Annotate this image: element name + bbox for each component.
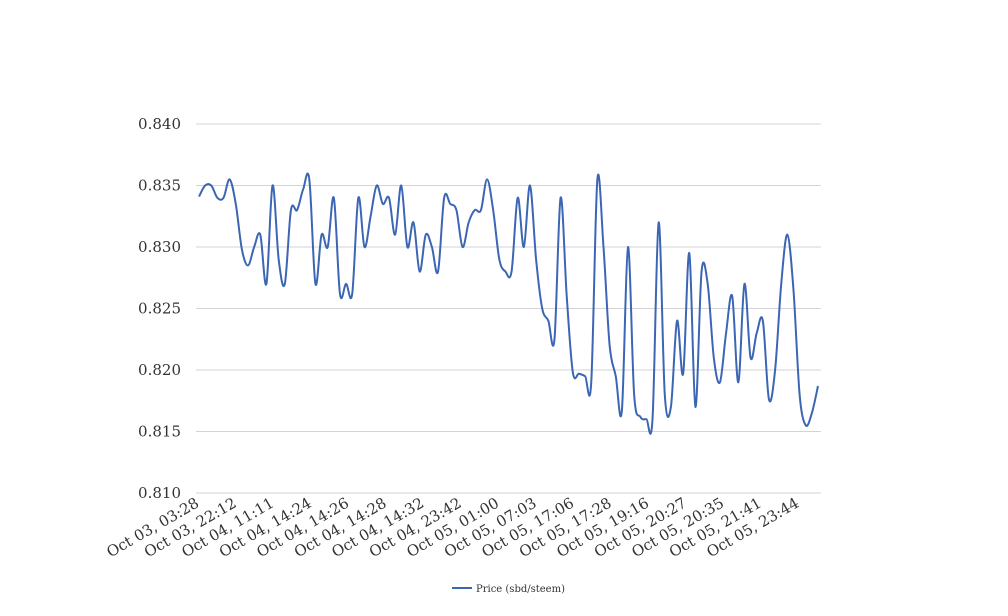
y-tick-label: 0.820: [138, 361, 181, 379]
series-line-price: [198, 172, 819, 435]
legend: Price (sbd/steem): [452, 584, 565, 595]
gridlines: [196, 123, 821, 494]
legend-label-price: Price (sbd/steem): [476, 584, 565, 595]
y-tick-label: 0.840: [138, 115, 181, 133]
y-axis-ticks: 0.810 0.815 0.820 0.825 0.830 0.835 0.840: [138, 115, 181, 502]
y-tick-label: 0.835: [138, 177, 181, 195]
y-tick-label: 0.830: [138, 238, 181, 256]
y-tick-label: 0.815: [138, 423, 181, 441]
y-tick-label: 0.810: [138, 484, 181, 502]
series-layer: [198, 172, 819, 435]
y-tick-label: 0.825: [138, 300, 181, 318]
